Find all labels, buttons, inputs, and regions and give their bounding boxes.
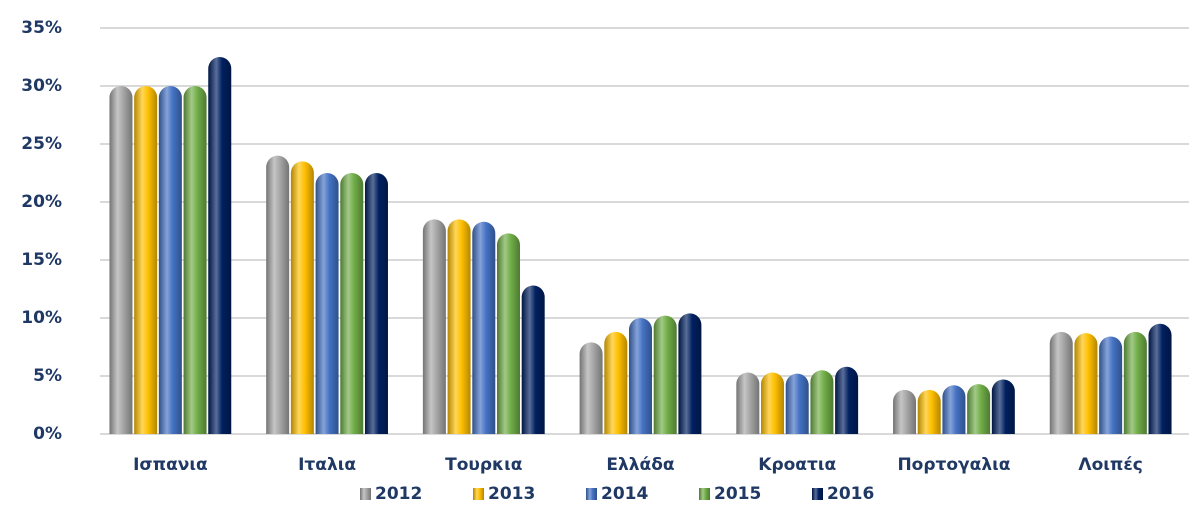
x-tick-label: Πορτογαλια (897, 455, 1010, 475)
bar (183, 86, 207, 434)
bar (422, 219, 446, 434)
x-tick-label: Ιταλια (298, 455, 356, 475)
bar (967, 384, 991, 434)
y-tick-label: 5% (33, 366, 62, 386)
bar (785, 373, 809, 434)
bar (942, 385, 966, 434)
y-tick-label: 25% (21, 134, 62, 154)
legend-swatch (586, 488, 597, 500)
legend-label: 2016 (827, 484, 874, 504)
y-tick-label: 30% (21, 76, 62, 96)
bar (604, 331, 628, 434)
legend-label: 2012 (375, 484, 422, 504)
bar (158, 86, 182, 434)
bar (472, 221, 496, 434)
bar (1074, 333, 1098, 434)
y-tick-label: 10% (21, 308, 62, 328)
legend-swatch (473, 488, 484, 500)
legend-swatch (699, 488, 710, 500)
legend-swatch (812, 488, 823, 500)
bar (761, 372, 785, 434)
bar (521, 285, 545, 434)
x-tick-label: Τουρκια (445, 455, 522, 475)
bar (109, 86, 133, 434)
bar (991, 379, 1015, 434)
x-tick-label: Ισπανια (133, 455, 208, 475)
legend-label: 2015 (714, 484, 761, 504)
y-tick-label: 35% (21, 18, 62, 38)
bar (736, 372, 760, 434)
bar (629, 318, 652, 434)
bar (496, 233, 520, 434)
bar (208, 57, 232, 435)
bar (893, 389, 917, 434)
bar (1123, 331, 1147, 434)
bar (340, 173, 364, 434)
x-tick-label: Κροατια (758, 455, 836, 475)
bar (678, 313, 702, 434)
bar (290, 161, 314, 434)
bar (917, 389, 941, 434)
bar (1099, 336, 1123, 434)
y-tick-label: 15% (21, 250, 62, 270)
x-tick-label: Ελλάδα (606, 455, 674, 475)
bar (364, 173, 388, 434)
y-tick-label: 20% (21, 192, 62, 212)
bar (1049, 331, 1073, 434)
bar (810, 370, 834, 434)
bar (447, 219, 471, 434)
legend-swatch (360, 488, 371, 500)
bar (134, 86, 158, 434)
bar (315, 173, 339, 434)
legend-label: 2014 (601, 484, 648, 504)
bar (1148, 323, 1172, 434)
y-tick-label: 0% (33, 424, 62, 444)
bar (653, 315, 677, 434)
x-tick-label: Λοιπές (1078, 455, 1142, 475)
bar (835, 366, 859, 434)
legend-label: 2013 (488, 484, 535, 504)
bar (266, 155, 290, 434)
bar (579, 342, 603, 434)
